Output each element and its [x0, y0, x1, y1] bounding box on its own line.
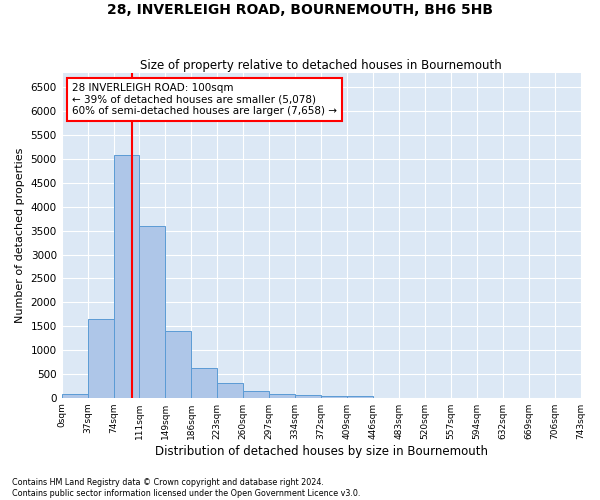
Bar: [295, 395, 321, 398]
Bar: [113, 156, 139, 398]
Bar: [191, 368, 217, 398]
Text: 28 INVERLEIGH ROAD: 100sqm
← 39% of detached houses are smaller (5,078)
60% of s: 28 INVERLEIGH ROAD: 100sqm ← 39% of deta…: [72, 83, 337, 116]
Bar: [269, 394, 295, 398]
Bar: [321, 396, 347, 398]
Bar: [347, 396, 373, 398]
Bar: [243, 391, 269, 398]
Bar: [217, 384, 243, 398]
Bar: [139, 226, 166, 398]
Title: Size of property relative to detached houses in Bournemouth: Size of property relative to detached ho…: [140, 59, 502, 72]
Bar: [62, 394, 88, 398]
Bar: [166, 331, 191, 398]
Bar: [88, 319, 113, 398]
Text: 28, INVERLEIGH ROAD, BOURNEMOUTH, BH6 5HB: 28, INVERLEIGH ROAD, BOURNEMOUTH, BH6 5H…: [107, 2, 493, 16]
Y-axis label: Number of detached properties: Number of detached properties: [15, 148, 25, 323]
X-axis label: Distribution of detached houses by size in Bournemouth: Distribution of detached houses by size …: [155, 444, 488, 458]
Text: Contains HM Land Registry data © Crown copyright and database right 2024.
Contai: Contains HM Land Registry data © Crown c…: [12, 478, 361, 498]
